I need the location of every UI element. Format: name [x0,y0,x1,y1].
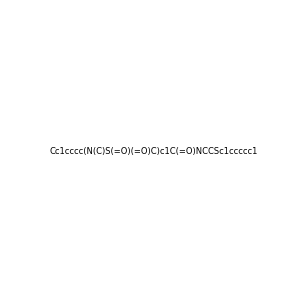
Text: Cc1cccc(N(C)S(=O)(=O)C)c1C(=O)NCCSc1ccccc1: Cc1cccc(N(C)S(=O)(=O)C)c1C(=O)NCCSc1cccc… [50,147,258,156]
